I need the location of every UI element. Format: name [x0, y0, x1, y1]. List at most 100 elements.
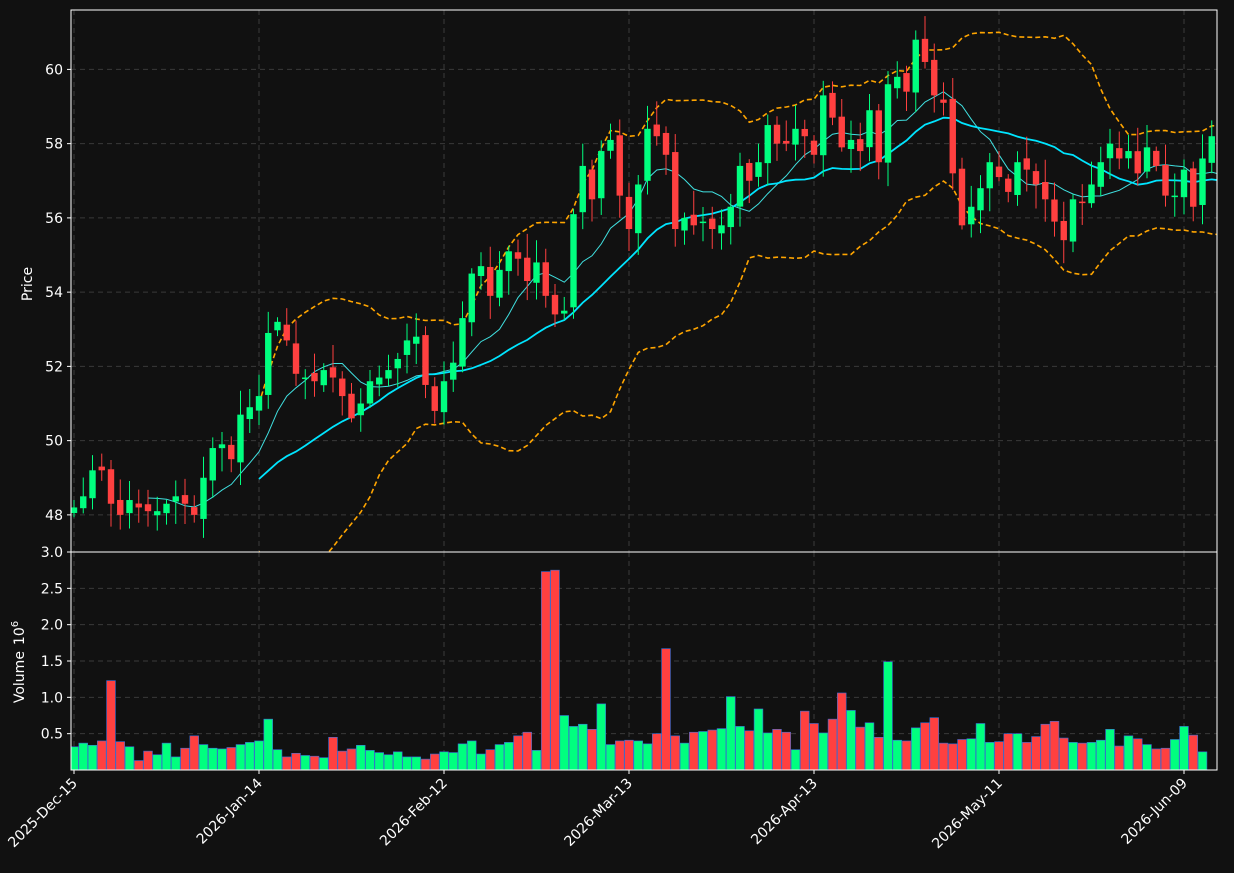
volume-bar — [874, 736, 884, 770]
volume-bar — [966, 738, 976, 770]
volume-bar — [615, 740, 625, 770]
candle-body — [718, 225, 725, 234]
candle-body — [459, 318, 466, 367]
volume-bar — [309, 755, 320, 770]
candle-body — [209, 448, 216, 481]
volume-bar — [846, 710, 856, 770]
candle-body — [1005, 178, 1012, 192]
candle-body — [191, 507, 198, 515]
candle-body — [311, 372, 318, 382]
volume-bar — [272, 749, 283, 770]
candle-body — [644, 128, 651, 181]
volume-bar — [1077, 742, 1087, 770]
volume-bar — [254, 740, 264, 770]
candle-body — [866, 110, 873, 148]
volume-bar — [217, 748, 227, 770]
candle-body — [1143, 147, 1151, 172]
volume-bar — [282, 756, 292, 770]
candle-body — [422, 335, 429, 385]
candle-body — [80, 496, 87, 509]
volume-bar — [476, 753, 486, 770]
candle-body — [1014, 162, 1021, 195]
candle-body — [829, 92, 836, 118]
candle-body — [144, 504, 152, 512]
candle-body — [847, 139, 855, 150]
price-tick-label: 58 — [45, 137, 63, 153]
volume-multiplier-exponent: 6 — [10, 621, 21, 627]
volume-bar — [393, 751, 403, 770]
volume-bar — [975, 723, 986, 770]
volume-bar — [494, 744, 505, 770]
price-tick-label: 56 — [45, 211, 63, 227]
volume-bar — [661, 648, 671, 770]
candle-body — [135, 503, 142, 508]
candle-body — [1106, 143, 1114, 159]
candle-body — [755, 162, 762, 177]
volume-bar — [763, 732, 773, 770]
volume-bar — [300, 755, 310, 770]
candle-body — [366, 381, 374, 404]
candle-body — [699, 221, 707, 224]
volume-bar — [1160, 747, 1171, 770]
candle-body — [625, 196, 633, 230]
volume-bar — [1096, 739, 1106, 770]
volume-bar — [97, 740, 107, 770]
volume-bar — [1022, 742, 1032, 770]
bollinger-bands — [258, 31, 1217, 552]
volume-bar — [402, 756, 412, 770]
candle-body — [986, 162, 993, 189]
volume-bar — [1003, 733, 1013, 770]
volume-bar — [726, 696, 736, 770]
candle-body — [496, 269, 503, 298]
candle-body — [218, 444, 226, 449]
candle-body — [1190, 168, 1197, 207]
candle-body — [792, 128, 799, 145]
volume-bar — [106, 680, 116, 770]
volume-bar — [689, 731, 699, 770]
volume-bar — [226, 747, 236, 770]
volume-bar — [679, 742, 690, 770]
candle-body — [1051, 199, 1058, 222]
candle-body — [921, 38, 929, 62]
candle-body — [875, 110, 882, 163]
candle-body — [1162, 165, 1169, 196]
price-tick-label: 54 — [45, 285, 63, 301]
volume-tick-label: 2.5 — [41, 581, 63, 597]
volume-bar — [698, 731, 708, 770]
candle-body — [403, 340, 411, 355]
volume-bar — [457, 743, 468, 770]
volume-bar — [531, 750, 542, 770]
volume-bar — [134, 760, 144, 770]
volume-bar — [189, 735, 199, 770]
volume-bar — [818, 732, 828, 770]
candle-body — [1125, 151, 1132, 159]
candle-body — [450, 362, 457, 380]
volume-bar — [642, 743, 653, 770]
candle-body — [154, 511, 161, 516]
lower-band-line — [258, 180, 1217, 552]
candle-body — [616, 135, 623, 196]
volume-bar — [772, 729, 782, 770]
volume-bars — [71, 569, 1208, 770]
volume-bar — [920, 722, 930, 770]
volume-bar — [707, 729, 717, 770]
candle-body — [357, 403, 364, 416]
candle-body — [588, 169, 596, 200]
volume-bar — [716, 728, 727, 770]
volume-bar — [291, 752, 301, 770]
volume-bar — [550, 569, 560, 770]
volume-bar — [948, 743, 958, 770]
price-axis-label: Price — [20, 267, 36, 301]
volume-bar — [374, 752, 384, 770]
candle-body — [172, 496, 179, 502]
candle-body — [1023, 158, 1030, 170]
price-tick-labels: 48 50 52 54 56 58 60 — [45, 62, 71, 524]
candle-body — [385, 370, 392, 379]
candle-body — [773, 124, 781, 144]
candle-body — [1208, 136, 1215, 163]
candle-body — [514, 252, 522, 259]
volume-tick-label: 1.5 — [41, 654, 63, 670]
volume-bar — [439, 751, 449, 770]
fast-moving-average-line — [147, 91, 1217, 508]
candle-body — [746, 162, 753, 181]
